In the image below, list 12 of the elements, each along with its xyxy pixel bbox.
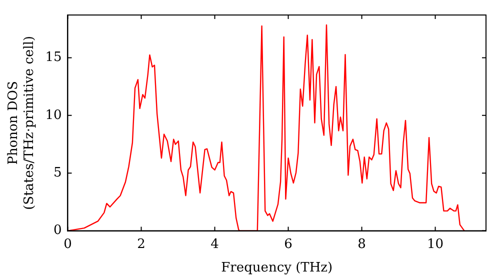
x-tick-label: 4 bbox=[210, 236, 219, 252]
y-tick-label: 0 bbox=[53, 223, 62, 238]
x-tick-label: 10 bbox=[427, 236, 444, 252]
y-tick-label: 5 bbox=[53, 165, 62, 180]
x-tick-label: 2 bbox=[137, 236, 146, 252]
x-tick-label: 6 bbox=[284, 236, 292, 252]
x-tick-label: 8 bbox=[358, 236, 366, 252]
y-tick-label: 10 bbox=[45, 108, 62, 123]
x-tick-label: 0 bbox=[64, 236, 72, 252]
x-axis-title: Frequency (THz) bbox=[221, 260, 333, 276]
y-axis-title: Phonon DOS (States/THz·primitive cell) bbox=[6, 36, 37, 210]
y-tick-label: 15 bbox=[45, 50, 62, 66]
